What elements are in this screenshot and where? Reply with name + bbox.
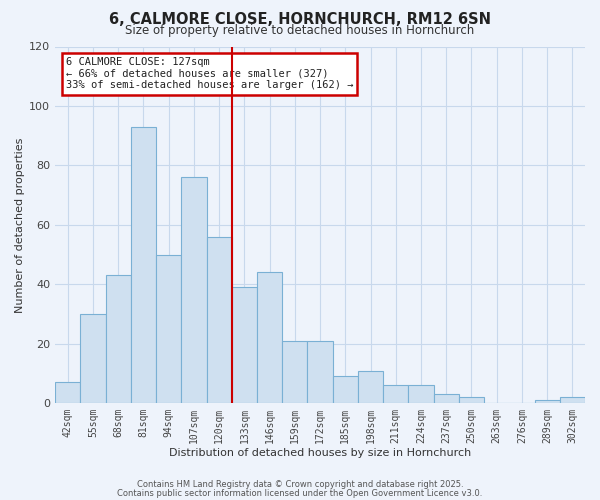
Bar [80, 314, 106, 403]
Bar [332, 376, 358, 403]
Bar [434, 394, 459, 403]
Bar [358, 370, 383, 403]
Text: 6, CALMORE CLOSE, HORNCHURCH, RM12 6SN: 6, CALMORE CLOSE, HORNCHURCH, RM12 6SN [109, 12, 491, 28]
Bar [383, 386, 409, 403]
Bar [560, 398, 585, 403]
X-axis label: Distribution of detached houses by size in Hornchurch: Distribution of detached houses by size … [169, 448, 471, 458]
Bar [282, 341, 307, 403]
Bar [257, 272, 282, 403]
Bar [459, 398, 484, 403]
Bar [206, 237, 232, 403]
Bar [181, 178, 206, 403]
Bar [409, 386, 434, 403]
Bar [232, 288, 257, 403]
Bar [535, 400, 560, 403]
Bar [55, 382, 80, 403]
Bar [156, 254, 181, 403]
Text: Contains public sector information licensed under the Open Government Licence v3: Contains public sector information licen… [118, 488, 482, 498]
Text: Size of property relative to detached houses in Hornchurch: Size of property relative to detached ho… [125, 24, 475, 37]
Bar [131, 127, 156, 403]
Text: Contains HM Land Registry data © Crown copyright and database right 2025.: Contains HM Land Registry data © Crown c… [137, 480, 463, 489]
Bar [106, 276, 131, 403]
Y-axis label: Number of detached properties: Number of detached properties [15, 137, 25, 312]
Bar [307, 341, 332, 403]
Text: 6 CALMORE CLOSE: 127sqm
← 66% of detached houses are smaller (327)
33% of semi-d: 6 CALMORE CLOSE: 127sqm ← 66% of detache… [66, 57, 353, 90]
